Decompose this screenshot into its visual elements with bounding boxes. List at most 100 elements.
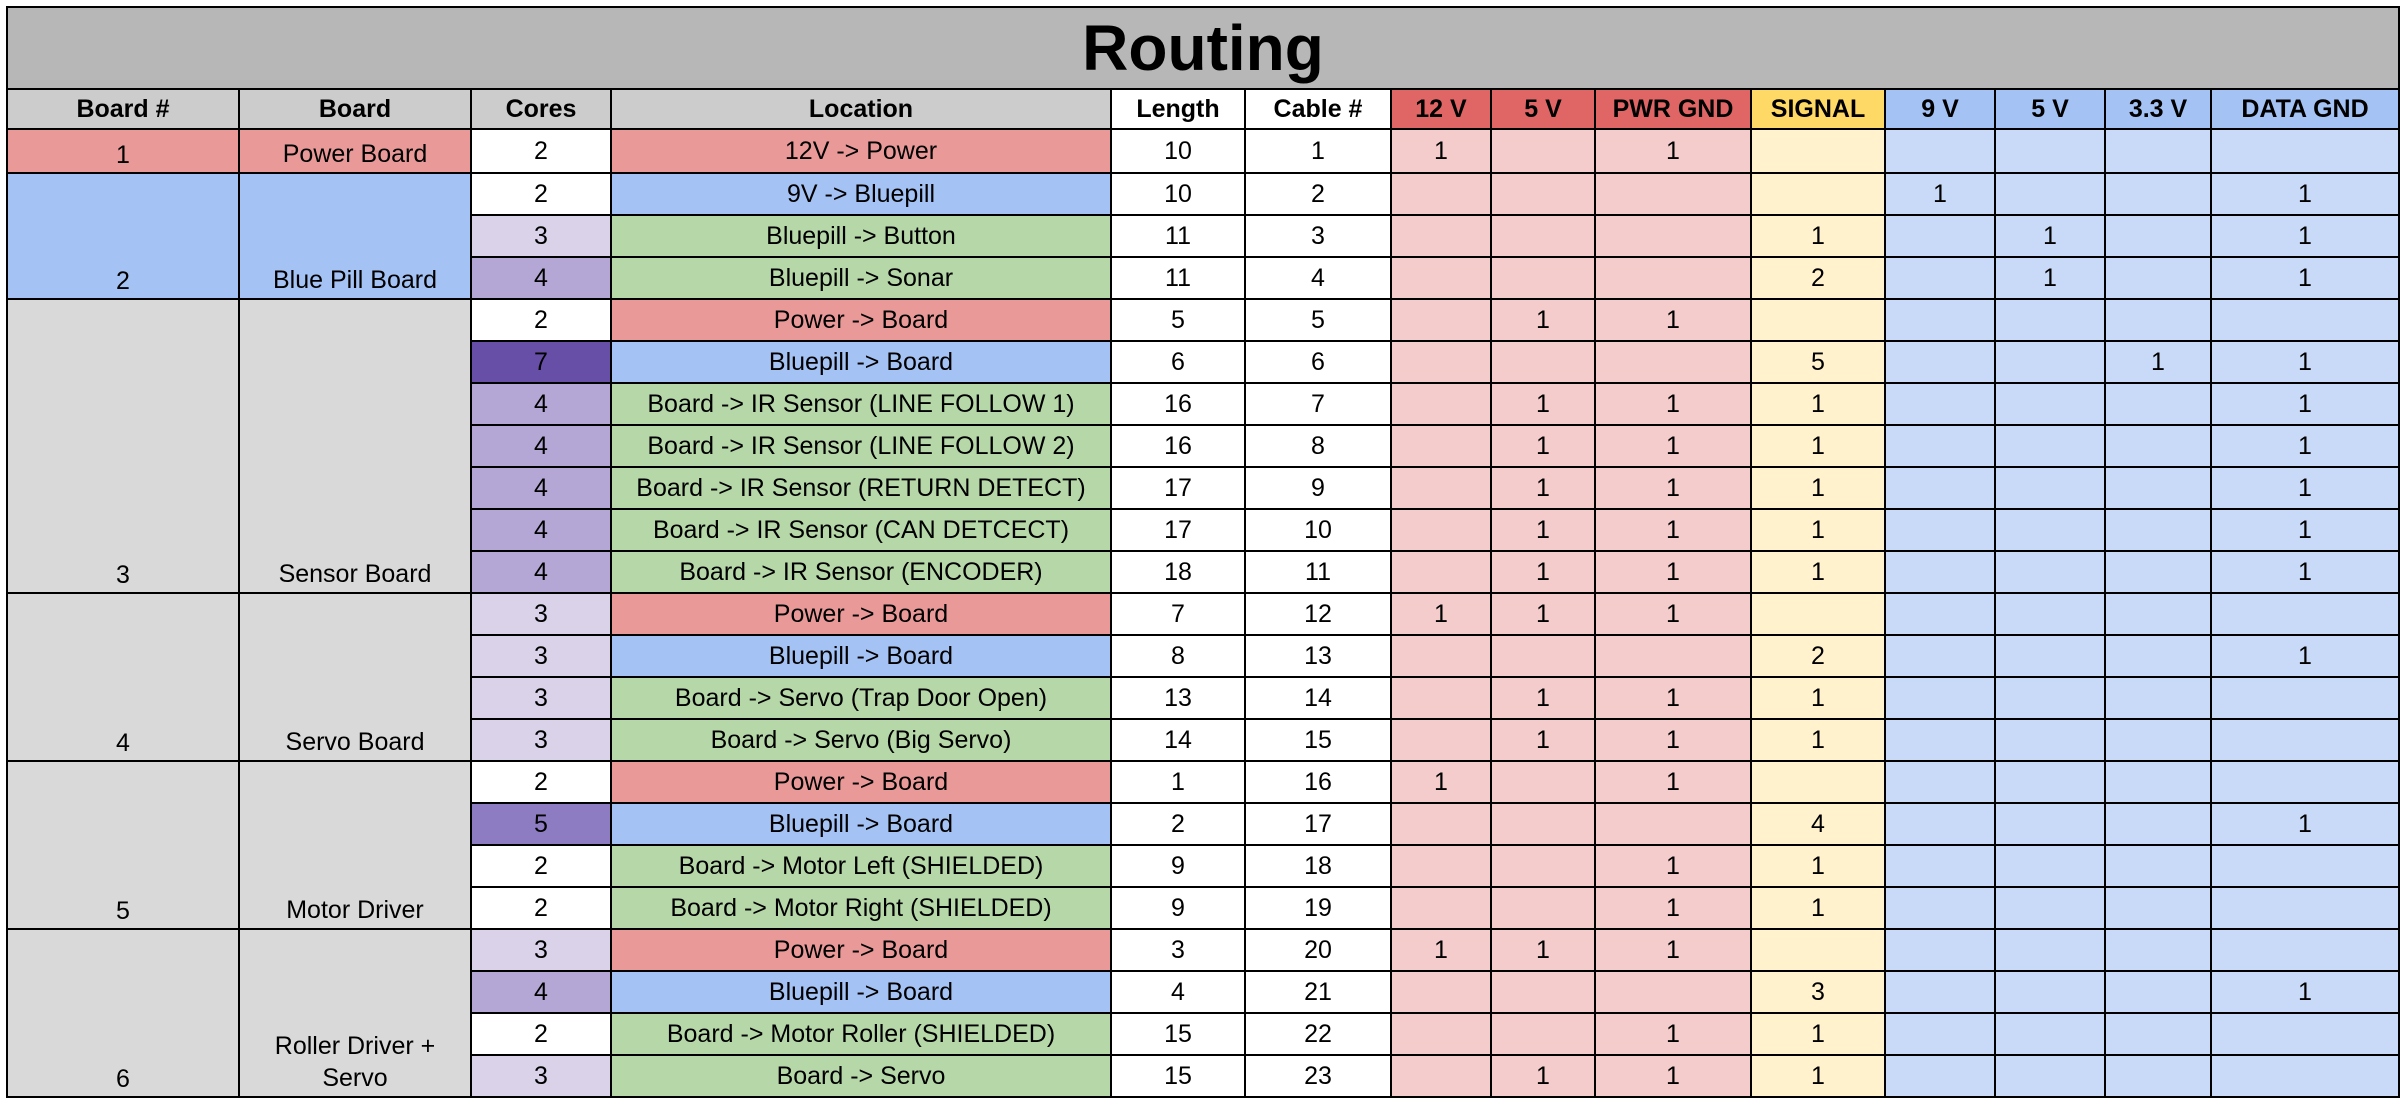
cable-num-cell[interactable]: 5 xyxy=(1244,298,1392,342)
location-cell[interactable]: Board -> IR Sensor (RETURN DETECT) xyxy=(610,466,1112,510)
length-cell[interactable]: 5 xyxy=(1110,298,1246,342)
v9-cell[interactable] xyxy=(1884,886,1996,930)
v3v3-cell[interactable] xyxy=(2104,298,2212,342)
pwr-gnd-cell[interactable]: 1 xyxy=(1594,1054,1752,1098)
v5-power-cell[interactable]: 1 xyxy=(1490,424,1596,468)
v5-power-cell[interactable]: 1 xyxy=(1490,676,1596,720)
location-cell[interactable]: Board -> Servo (Trap Door Open) xyxy=(610,676,1112,720)
header-location[interactable]: Location xyxy=(610,88,1112,130)
signal-cell[interactable]: 1 xyxy=(1750,550,1886,594)
v5-power-cell[interactable] xyxy=(1490,760,1596,804)
cores-cell[interactable]: 4 xyxy=(470,382,612,426)
v5-power-cell[interactable] xyxy=(1490,172,1596,216)
v12-cell[interactable] xyxy=(1390,1054,1492,1098)
signal-cell[interactable] xyxy=(1750,128,1886,174)
v12-cell[interactable] xyxy=(1390,256,1492,300)
v5-data-cell[interactable] xyxy=(1994,172,2106,216)
v12-cell[interactable] xyxy=(1390,382,1492,426)
location-cell[interactable]: Board -> IR Sensor (LINE FOLLOW 1) xyxy=(610,382,1112,426)
length-cell[interactable]: 17 xyxy=(1110,508,1246,552)
pwr-gnd-cell[interactable]: 1 xyxy=(1594,886,1752,930)
pwr-gnd-cell[interactable]: 1 xyxy=(1594,760,1752,804)
signal-cell[interactable]: 1 xyxy=(1750,1012,1886,1056)
location-cell[interactable]: Bluepill -> Board xyxy=(610,634,1112,678)
signal-cell[interactable]: 1 xyxy=(1750,844,1886,888)
header-cable-num[interactable]: Cable # xyxy=(1244,88,1392,130)
data-gnd-cell[interactable]: 1 xyxy=(2210,550,2400,594)
pwr-gnd-cell[interactable]: 1 xyxy=(1594,1012,1752,1056)
data-gnd-cell[interactable]: 1 xyxy=(2210,634,2400,678)
signal-cell[interactable] xyxy=(1750,928,1886,972)
v5-data-cell[interactable] xyxy=(1994,424,2106,468)
data-gnd-cell[interactable] xyxy=(2210,676,2400,720)
cable-num-cell[interactable]: 22 xyxy=(1244,1012,1392,1056)
pwr-gnd-cell[interactable]: 1 xyxy=(1594,592,1752,636)
location-cell[interactable]: Power -> Board xyxy=(610,592,1112,636)
location-cell[interactable]: Board -> IR Sensor (LINE FOLLOW 2) xyxy=(610,424,1112,468)
v5-data-cell[interactable]: 1 xyxy=(1994,256,2106,300)
board-name-cell[interactable]: Servo Board xyxy=(238,592,472,762)
header-9v[interactable]: 9 V xyxy=(1884,88,1996,130)
v12-cell[interactable] xyxy=(1390,844,1492,888)
cores-cell[interactable]: 4 xyxy=(470,970,612,1014)
v5-data-cell[interactable] xyxy=(1994,466,2106,510)
v12-cell[interactable] xyxy=(1390,676,1492,720)
cores-cell[interactable]: 2 xyxy=(470,760,612,804)
data-gnd-cell[interactable] xyxy=(2210,886,2400,930)
v9-cell[interactable] xyxy=(1884,382,1996,426)
v5-data-cell[interactable] xyxy=(1994,298,2106,342)
v3v3-cell[interactable]: 1 xyxy=(2104,340,2212,384)
signal-cell[interactable]: 1 xyxy=(1750,508,1886,552)
v9-cell[interactable] xyxy=(1884,550,1996,594)
v12-cell[interactable] xyxy=(1390,1012,1492,1056)
v9-cell[interactable] xyxy=(1884,424,1996,468)
cores-cell[interactable]: 3 xyxy=(470,1054,612,1098)
v5-data-cell[interactable] xyxy=(1994,760,2106,804)
cable-num-cell[interactable]: 16 xyxy=(1244,760,1392,804)
cable-num-cell[interactable]: 9 xyxy=(1244,466,1392,510)
pwr-gnd-cell[interactable]: 1 xyxy=(1594,298,1752,342)
v5-data-cell[interactable] xyxy=(1994,550,2106,594)
header-board[interactable]: Board xyxy=(238,88,472,130)
v5-data-cell[interactable]: 1 xyxy=(1994,214,2106,258)
length-cell[interactable]: 16 xyxy=(1110,382,1246,426)
length-cell[interactable]: 9 xyxy=(1110,844,1246,888)
length-cell[interactable]: 16 xyxy=(1110,424,1246,468)
v12-cell[interactable] xyxy=(1390,970,1492,1014)
v9-cell[interactable] xyxy=(1884,340,1996,384)
v5-data-cell[interactable] xyxy=(1994,592,2106,636)
v5-power-cell[interactable] xyxy=(1490,886,1596,930)
board-num-cell[interactable]: 1 xyxy=(6,128,240,174)
v9-cell[interactable] xyxy=(1884,718,1996,762)
v9-cell[interactable] xyxy=(1884,676,1996,720)
v5-power-cell[interactable] xyxy=(1490,128,1596,174)
cores-cell[interactable]: 2 xyxy=(470,1012,612,1056)
length-cell[interactable]: 11 xyxy=(1110,256,1246,300)
length-cell[interactable]: 18 xyxy=(1110,550,1246,594)
v9-cell[interactable] xyxy=(1884,466,1996,510)
v9-cell[interactable] xyxy=(1884,214,1996,258)
location-cell[interactable]: Bluepill -> Sonar xyxy=(610,256,1112,300)
data-gnd-cell[interactable]: 1 xyxy=(2210,508,2400,552)
board-num-cell[interactable]: 3 xyxy=(6,298,240,594)
v3v3-cell[interactable] xyxy=(2104,718,2212,762)
v3v3-cell[interactable] xyxy=(2104,1054,2212,1098)
cores-cell[interactable]: 3 xyxy=(470,928,612,972)
cable-num-cell[interactable]: 20 xyxy=(1244,928,1392,972)
v5-power-cell[interactable]: 1 xyxy=(1490,550,1596,594)
board-name-cell[interactable]: Blue Pill Board xyxy=(238,172,472,300)
data-gnd-cell[interactable] xyxy=(2210,1012,2400,1056)
signal-cell[interactable] xyxy=(1750,592,1886,636)
cable-num-cell[interactable]: 11 xyxy=(1244,550,1392,594)
v3v3-cell[interactable] xyxy=(2104,886,2212,930)
board-num-cell[interactable]: 4 xyxy=(6,592,240,762)
data-gnd-cell[interactable]: 1 xyxy=(2210,256,2400,300)
v5-data-cell[interactable] xyxy=(1994,1054,2106,1098)
v9-cell[interactable]: 1 xyxy=(1884,172,1996,216)
signal-cell[interactable]: 1 xyxy=(1750,1054,1886,1098)
data-gnd-cell[interactable]: 1 xyxy=(2210,466,2400,510)
cores-cell[interactable]: 3 xyxy=(470,634,612,678)
length-cell[interactable]: 13 xyxy=(1110,676,1246,720)
header-pwr-gnd[interactable]: PWR GND xyxy=(1594,88,1752,130)
data-gnd-cell[interactable] xyxy=(2210,1054,2400,1098)
